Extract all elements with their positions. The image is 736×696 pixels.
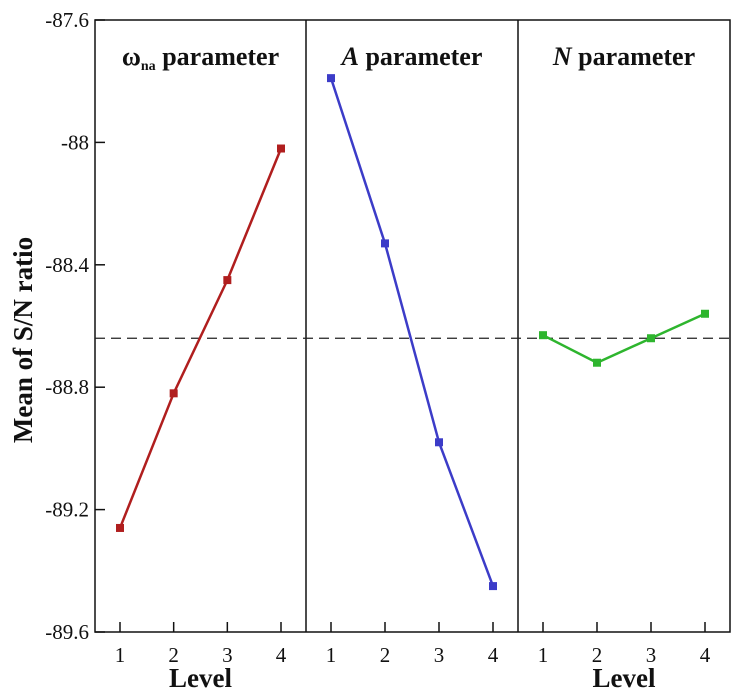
y-axis-title: Mean of S/N ratio [8,237,38,443]
x-tick-label: 1 [538,643,549,667]
data-point-omega [277,144,285,153]
y-tick-label: -88.8 [45,375,89,399]
data-point-a [327,74,335,83]
data-point-n [647,334,655,343]
series-line-n [542,312,706,364]
x-tick-label: 1 [115,643,126,667]
x-tick-label: 1 [326,643,337,667]
series-line-a [329,77,495,587]
x-axis-title: Level [169,663,232,693]
data-point-omega [223,276,232,285]
data-point-omega [116,523,124,532]
x-tick-label: 4 [276,643,287,667]
x-tick-label: 2 [380,643,391,667]
data-point-n [539,331,547,340]
x-tick-label: 4 [700,643,711,667]
data-point-omega [169,389,178,398]
panel-title-n: N parameter [552,42,695,71]
data-point-n [701,309,709,318]
panel-title-omega: ωna parameter [122,42,279,74]
chart-body: -87.6 -88 -88.4 -88.8 -89.2 -89.6 1 2 3 4 Level ωna… [45,8,731,693]
data-point-a [381,239,389,248]
y-tick-label: -88 [61,130,89,154]
y-tick-label: -88.4 [45,253,89,277]
x-tick-label: 4 [488,643,499,667]
y-tick-label: -89.2 [45,498,89,522]
series-line-omega [118,148,283,529]
y-tick-label: -87.6 [45,8,89,32]
plot-frame [94,19,731,633]
panel-title-a: A parameter [340,42,483,71]
data-point-a [489,582,497,591]
data-point-a [435,438,443,447]
y-tick-label: -89.6 [45,620,89,644]
x-tick-label: 2 [592,643,603,667]
x-tick-label: 3 [222,643,233,667]
x-tick-label: 3 [646,643,657,667]
x-tick-label: 3 [434,643,445,667]
x-axis-title: Level [593,663,656,693]
data-point-n [593,358,601,367]
x-tick-label: 2 [168,643,179,667]
